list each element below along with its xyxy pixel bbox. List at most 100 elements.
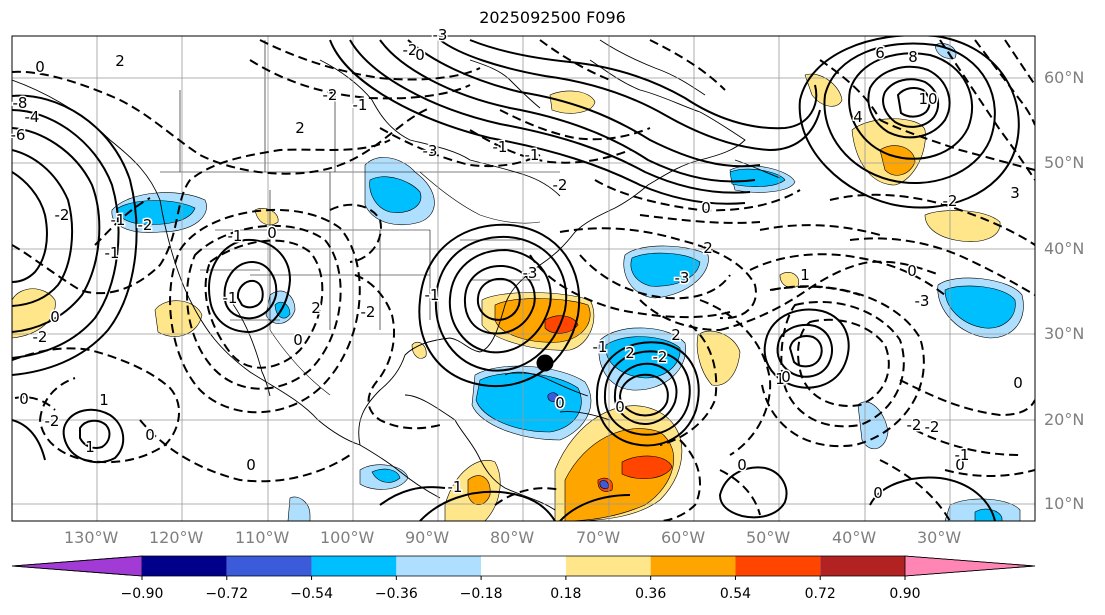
lon-label: 60°W xyxy=(661,528,706,547)
colorbar-segment xyxy=(142,556,227,576)
contour-label: -2 xyxy=(45,412,60,430)
plot-title: 2025092500 F096 xyxy=(479,8,626,27)
colorbar-segment xyxy=(396,556,482,576)
colorbar-tick-label: 0.90 xyxy=(889,586,921,602)
lon-label: 30°W xyxy=(917,528,962,547)
lon-label: 120°W xyxy=(149,528,204,547)
contour-label: -1 xyxy=(493,138,508,156)
colorbar-tick-label: −0.90 xyxy=(120,586,164,602)
contour-label: 0 xyxy=(35,58,45,76)
lat-label: 50°N xyxy=(1044,153,1085,172)
contour-label: -2 xyxy=(138,216,153,234)
contour-label: -1 xyxy=(223,289,238,307)
contour-label: -1 xyxy=(105,244,120,262)
lon-label: 110°W xyxy=(235,528,290,547)
lon-label: 90°W xyxy=(405,528,450,547)
contour-label: 0 xyxy=(293,331,303,349)
colorbar-segment xyxy=(226,556,312,576)
lon-label: 130°W xyxy=(64,528,119,547)
contour-label: 0 xyxy=(555,394,565,412)
contour-label: -2 xyxy=(403,41,418,59)
colorbar xyxy=(11,555,1036,580)
contour-label: 4 xyxy=(853,108,863,126)
lon-label: 50°W xyxy=(746,528,791,547)
colorbar-segment xyxy=(735,556,821,576)
colorbar-tick-label: 0.18 xyxy=(550,586,582,602)
lat-label: 60°N xyxy=(1044,68,1085,87)
contour-label: 1 xyxy=(85,438,95,456)
contour-label: 2 xyxy=(295,119,305,137)
contour-label: -3 xyxy=(423,142,438,160)
colorbar-segment xyxy=(481,556,566,576)
contour-label: 0 xyxy=(267,224,277,242)
contour-label: -3 xyxy=(523,264,538,282)
contour-label: -1 xyxy=(111,211,126,229)
contour-label: 2 xyxy=(625,344,635,362)
positive-contours xyxy=(12,36,1020,521)
colorbar-tick-label: −0.72 xyxy=(205,586,249,602)
contour-label: 2 xyxy=(311,299,321,317)
lon-label: 70°W xyxy=(576,528,621,547)
contour-label: -2 xyxy=(925,418,940,436)
contour-label: 1 xyxy=(775,370,785,388)
contour-label: 8 xyxy=(908,48,918,66)
colorbar-segment xyxy=(650,556,736,576)
contour-label: -1 xyxy=(448,478,463,496)
contour-label: -3 xyxy=(433,26,448,44)
lon-label: 80°W xyxy=(490,528,535,547)
contour-label: -8 xyxy=(13,94,28,112)
contour-label: 2 xyxy=(115,52,125,70)
colorbar-tick-label: 0.72 xyxy=(804,586,836,602)
contour-labels-layer: 200-6-8-4-2-1-2-3-20-3 -1 -1-22-1-1-20-20-… xyxy=(9,25,1024,504)
colorbar-tick-label: 0.36 xyxy=(635,586,667,602)
contour-label: -1 xyxy=(425,286,440,304)
contour-label: 0 xyxy=(50,308,60,326)
contour-label: 0 xyxy=(246,456,256,474)
contour-label: -6 xyxy=(11,126,26,144)
contour-label: 2 xyxy=(703,239,713,257)
colorbar-arrow-left xyxy=(11,555,143,577)
contour-label: 1 xyxy=(800,266,810,284)
contour-label: 1 xyxy=(99,391,109,409)
contour-label: -3 xyxy=(675,269,690,287)
colorbar-segment xyxy=(820,556,905,576)
contour-label: 0 xyxy=(873,484,883,502)
storm-marker xyxy=(536,354,554,372)
colorbar-segment xyxy=(311,556,397,576)
contour-label: 0 xyxy=(955,456,965,474)
contour-label: 0 xyxy=(1013,374,1023,392)
contour-label: -1 xyxy=(955,446,970,464)
colorbar-tick-label: 0.54 xyxy=(719,586,752,602)
lon-label: 40°W xyxy=(832,528,877,547)
contour-label: 0 xyxy=(415,46,425,64)
contour-label: -1 xyxy=(228,227,243,245)
contour-label: -1 xyxy=(593,338,608,356)
contour-label: -3 xyxy=(915,292,930,310)
colorbar-tick-label: −0.54 xyxy=(290,586,333,602)
contour-label: -2 xyxy=(943,192,958,210)
colorbar-segment xyxy=(565,556,651,576)
lat-label: 30°N xyxy=(1044,324,1085,343)
contour-label: -2 xyxy=(33,328,48,346)
contour-label: -2 xyxy=(55,206,70,224)
contour-label: 10 xyxy=(918,90,937,108)
contour-label: 0 xyxy=(615,398,625,416)
colorbar-tick-label: −0.36 xyxy=(374,586,418,602)
contour-label: 0 xyxy=(19,390,29,408)
contour-label: -1 xyxy=(353,96,368,114)
lon-label: 100°W xyxy=(320,528,375,547)
contour-label: -2 xyxy=(653,348,668,366)
contour-label: -1 xyxy=(525,146,540,164)
contour-label: -2 xyxy=(907,416,922,434)
contour-label: 0 xyxy=(737,456,747,474)
contour-label: 2 xyxy=(671,326,681,344)
colorbar-arrow-right xyxy=(904,555,1036,577)
contour-label: -2 xyxy=(361,303,376,321)
contour-label: -2 xyxy=(323,86,338,104)
lat-label: 20°N xyxy=(1044,410,1085,429)
contour-label: 0 xyxy=(145,426,155,444)
contour-label: 0 xyxy=(781,368,791,386)
contour-label: 3 xyxy=(1010,184,1020,202)
contour-label: 6 xyxy=(875,44,885,62)
